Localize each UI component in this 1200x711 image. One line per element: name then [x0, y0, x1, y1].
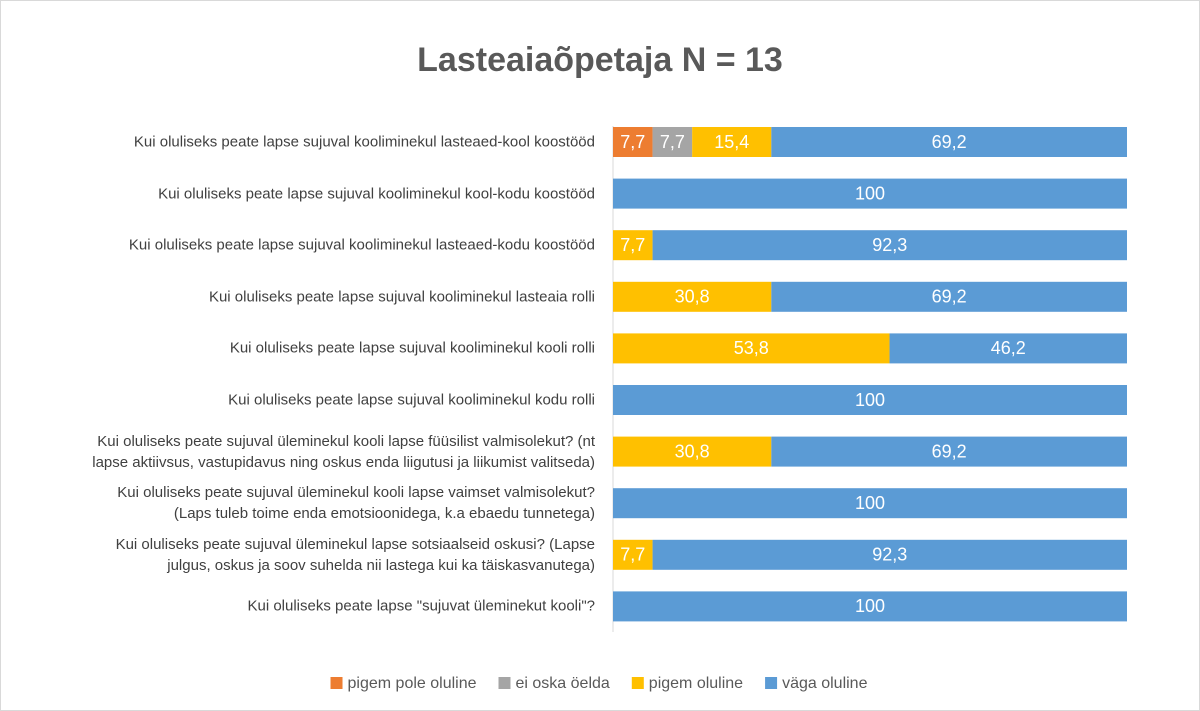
bar-segment	[652, 539, 1127, 570]
category-label: Kui oluliseks peate lapse sujuval koolim…	[228, 391, 595, 409]
data-label: 30,8	[675, 287, 710, 307]
data-label: 92,3	[872, 545, 907, 565]
category-label: Kui oluliseks peate sujuval üleminekul k…	[117, 484, 595, 523]
data-label: 53,8	[734, 338, 769, 358]
data-label: 100	[855, 183, 885, 203]
data-label: 30,8	[675, 441, 710, 461]
bar-segment	[652, 230, 1127, 261]
bar-segment	[613, 385, 1127, 415]
data-label: 69,2	[932, 287, 967, 307]
data-label: 15,4	[714, 132, 749, 152]
data-label: 7,7	[620, 545, 645, 565]
category-label: Kui oluliseks peate lapse sujuval koolim…	[128, 236, 595, 254]
bar-segment	[613, 488, 1127, 519]
data-label: 92,3	[872, 235, 907, 255]
category-label: Kui oluliseks peate lapse sujuval koolim…	[208, 288, 595, 306]
bar-segment	[613, 127, 653, 157]
category-label: Kui oluliseks peate lapse sujuval koolim…	[133, 133, 595, 151]
data-label: 69,2	[932, 132, 967, 152]
bar-segment	[771, 127, 1127, 157]
bar-segment	[613, 591, 1127, 622]
data-label: 100	[855, 596, 885, 616]
bar-segment	[613, 178, 1127, 209]
bar-segment	[613, 333, 890, 364]
data-label: 100	[855, 390, 885, 410]
data-label: 7,7	[620, 132, 645, 152]
legend-label: väga oluline	[782, 675, 868, 692]
legend-swatch	[765, 677, 778, 689]
data-label: 46,2	[991, 338, 1026, 358]
bar-segment	[692, 127, 772, 157]
category-label: Kui oluliseks peate lapse "sujuvat ülemi…	[247, 597, 595, 615]
legend-swatch	[330, 677, 343, 689]
data-label: 7,7	[620, 235, 645, 255]
bar-segment	[613, 539, 653, 570]
legend-label: pigem oluline	[649, 675, 743, 692]
chart-title: Lasteaiaõpetaja N = 13	[417, 41, 783, 79]
bar-segment	[771, 436, 1127, 467]
category-label: Kui oluliseks peate lapse sujuval koolim…	[229, 339, 595, 357]
legend-swatch	[631, 677, 644, 689]
data-label: 69,2	[932, 441, 967, 461]
bar-segment	[613, 436, 772, 467]
bar-segment	[771, 281, 1127, 312]
bar-segment	[652, 127, 693, 157]
bar-segment	[889, 333, 1127, 364]
legend-swatch	[498, 677, 511, 689]
data-label: 100	[855, 493, 885, 513]
bar-segment	[613, 230, 653, 261]
legend-label: ei oska öelda	[516, 675, 610, 692]
category-label: Kui oluliseks peate sujuval üleminekul l…	[115, 535, 595, 574]
data-label: 7,7	[660, 132, 685, 152]
bar-segment	[613, 281, 772, 312]
category-label: Kui oluliseks peate lapse sujuval koolim…	[158, 185, 595, 203]
category-label: Kui oluliseks peate sujuval üleminekul k…	[92, 432, 595, 471]
legend-label: pigem pole oluline	[348, 675, 477, 692]
